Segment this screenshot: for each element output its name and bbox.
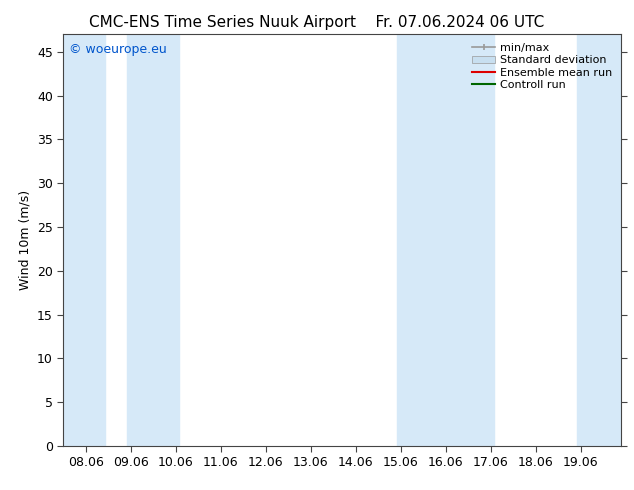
Text: CMC-ENS Time Series Nuuk Airport    Fr. 07.06.2024 06 UTC: CMC-ENS Time Series Nuuk Airport Fr. 07.…: [89, 15, 545, 30]
Bar: [63, 34, 105, 446]
Bar: [398, 34, 495, 446]
Bar: [577, 34, 621, 446]
Text: © woeurope.eu: © woeurope.eu: [69, 43, 167, 55]
Bar: [127, 34, 179, 446]
Y-axis label: Wind 10m (m/s): Wind 10m (m/s): [18, 190, 32, 290]
Legend: min/max, Standard deviation, Ensemble mean run, Controll run: min/max, Standard deviation, Ensemble me…: [469, 40, 616, 93]
